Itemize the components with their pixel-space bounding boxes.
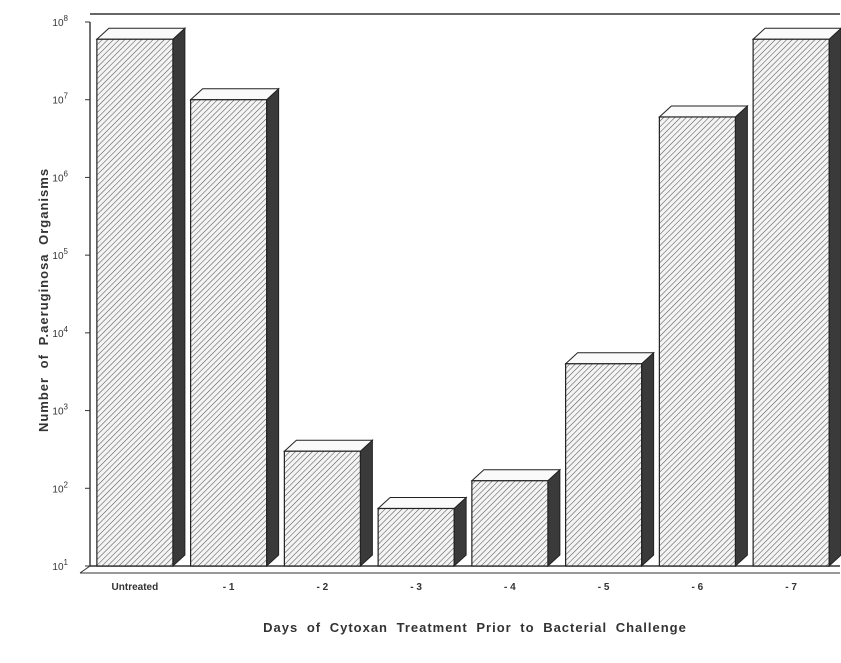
- bar: [658, 104, 749, 568]
- bar: [95, 27, 187, 568]
- y-tick-label: 104: [52, 325, 68, 340]
- y-tick-label: 107: [52, 92, 68, 107]
- x-tick-label: - 4: [504, 582, 516, 593]
- bar: [283, 439, 374, 568]
- y-tick-label: 106: [52, 169, 68, 184]
- bar: [564, 351, 655, 568]
- x-axis-title: Days of Cytoxan Treatment Prior to Bacte…: [263, 620, 687, 635]
- y-axis-ticks: 101 102 103 104 105 106 107 108: [52, 14, 90, 573]
- bar: [751, 27, 841, 568]
- bar: [376, 496, 468, 568]
- bar-top-face: [658, 105, 749, 118]
- y-axis-title: Number of P.aeruginosa Organisms: [36, 168, 51, 432]
- bar-side-face: [734, 104, 748, 568]
- bar-top-face: [376, 496, 468, 509]
- bar-side-face: [266, 87, 280, 568]
- floor-edge-line: [79, 565, 91, 574]
- x-tick-label: - 7: [785, 582, 797, 593]
- bars: [95, 27, 841, 568]
- x-tick-label: Untreated: [112, 582, 159, 593]
- bar-side-face: [453, 496, 467, 568]
- y-tick-label: 101: [52, 558, 68, 573]
- bar-side-face: [359, 439, 373, 568]
- x-tick-label: - 1: [223, 582, 235, 593]
- bar-front-face: [377, 507, 455, 567]
- bar-top-face: [95, 27, 187, 40]
- y-tick-label: 108: [52, 14, 68, 29]
- bar-top-face: [564, 352, 655, 365]
- bar-top-face: [751, 27, 841, 40]
- y-tick-label: 105: [52, 247, 68, 262]
- bar: [189, 87, 280, 568]
- bar-top-face: [470, 469, 562, 482]
- bar-front-face: [190, 99, 268, 567]
- bar-side-face: [547, 468, 561, 568]
- bar: [470, 468, 562, 568]
- y-tick-label: 102: [52, 480, 68, 495]
- bar-top-face: [283, 439, 374, 452]
- x-tick-label: - 5: [598, 582, 610, 593]
- bar-front-face: [752, 38, 830, 567]
- bar-front-face: [471, 480, 549, 567]
- bar-side-face: [172, 27, 186, 568]
- bar-side-face: [828, 27, 841, 568]
- bar-front-face: [283, 450, 361, 567]
- bar-side-face: [641, 351, 655, 568]
- bar-front-face: [565, 363, 643, 567]
- bar-front-face: [658, 116, 736, 567]
- bar-front-face: [96, 38, 174, 567]
- x-tick-label: - 6: [692, 582, 704, 593]
- x-axis-labels: Untreated - 1 - 2 - 3 - 4 - 5 - 6 - 7: [112, 582, 798, 593]
- x-tick-label: - 3: [410, 582, 422, 593]
- y-tick-label: 103: [52, 403, 68, 418]
- x-tick-label: - 2: [317, 582, 329, 593]
- bar-top-face: [189, 88, 280, 101]
